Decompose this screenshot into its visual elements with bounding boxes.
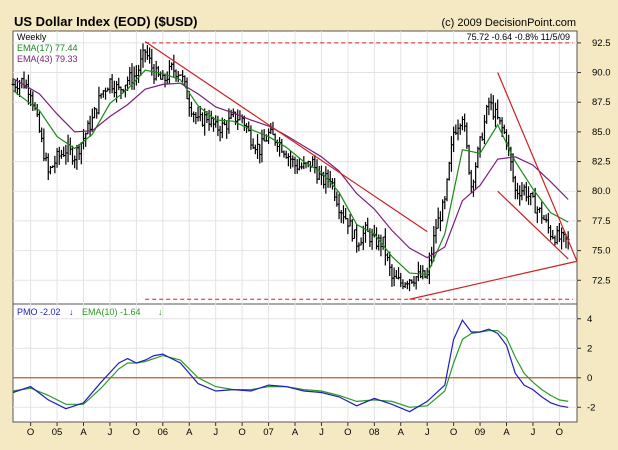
- pmo-down-arrow-icon: ↓: [69, 307, 74, 317]
- x-tick-label: O: [238, 427, 245, 438]
- x-tick-label: A: [292, 427, 299, 438]
- price-readout: 75.72 -0.64 -0.8% 11/5/09: [467, 32, 570, 42]
- y-tick-label: 80.0: [592, 186, 611, 197]
- x-tick-label: O: [27, 427, 34, 438]
- x-tick-label: O: [344, 427, 351, 438]
- x-tick-label: A: [398, 427, 405, 438]
- pmo-y-tick-label: 0: [587, 373, 592, 384]
- y-tick-label: 82.5: [592, 157, 611, 168]
- x-tick-label: A: [186, 427, 193, 438]
- ema17-legend: EMA(17) 77.44: [17, 43, 78, 53]
- y-tick-label: 85.0: [592, 127, 611, 138]
- x-tick-label: 07: [263, 427, 274, 438]
- x-tick-label: J: [108, 427, 113, 438]
- x-tick-label: J: [213, 427, 218, 438]
- pmo-y-tick-label: 4: [587, 314, 592, 325]
- period-label: Weekly: [17, 32, 47, 42]
- chart-title: US Dollar Index (EOD) ($USD): [14, 14, 198, 29]
- x-tick-label: O: [450, 427, 457, 438]
- pmo-lines: [12, 319, 577, 413]
- pmo-signal-legend: EMA(10) -1.64: [82, 307, 141, 317]
- y-tick-label: 87.5: [592, 97, 611, 108]
- pmo-signal-down-arrow-icon: ↓: [158, 307, 163, 317]
- ema43-legend: EMA(43) 79.33: [17, 54, 78, 64]
- ema17-line: [12, 69, 569, 275]
- y-tick-label: 77.5: [592, 216, 611, 227]
- trendline: [497, 190, 569, 260]
- x-tick-label: 08: [369, 427, 380, 438]
- x-tick-label: O: [556, 427, 563, 438]
- x-tick-label: J: [425, 427, 430, 438]
- pmo-line: [12, 319, 569, 413]
- y-tick-label: 92.5: [592, 38, 611, 49]
- x-tick-label: 05: [52, 427, 63, 438]
- y-tick-label: 90.0: [592, 68, 611, 79]
- ema43-line: [12, 77, 569, 259]
- x-tick-label: J: [531, 427, 536, 438]
- ema-lines: [12, 69, 569, 275]
- copyright-notice: (c) 2009 DecisionPoint.com: [441, 17, 576, 29]
- trendline: [409, 260, 578, 300]
- y-tick-label: 75.0: [592, 246, 611, 257]
- pmo-legend: PMO -2.02: [17, 307, 61, 317]
- trendlines: [144, 41, 578, 300]
- pmo-y-tick-label: 2: [587, 343, 592, 354]
- x-tick-label: J: [319, 427, 324, 438]
- pmo-signal-line: [12, 330, 569, 408]
- trendline: [144, 41, 428, 233]
- trendline: [497, 72, 578, 262]
- x-tick-label: A: [503, 427, 510, 438]
- x-tick-label: 09: [475, 427, 486, 438]
- grid: [13, 31, 577, 422]
- pmo-y-tick-label: -2: [587, 402, 595, 413]
- reference-lines: [145, 42, 573, 300]
- x-axis-ticks: O 05 A J O 06 A J O 07 A J O 08 A J O 09 A J O: [27, 422, 563, 438]
- x-tick-label: A: [80, 427, 87, 438]
- y-tick-label: 72.5: [592, 275, 611, 286]
- y-axis-ticks: 72.5 75.0 77.5 80.0 82.5 85.0 87.5 90.0 92.5 -2 0 2…: [577, 38, 611, 413]
- x-tick-label: O: [133, 427, 140, 438]
- x-tick-label: 06: [158, 427, 169, 438]
